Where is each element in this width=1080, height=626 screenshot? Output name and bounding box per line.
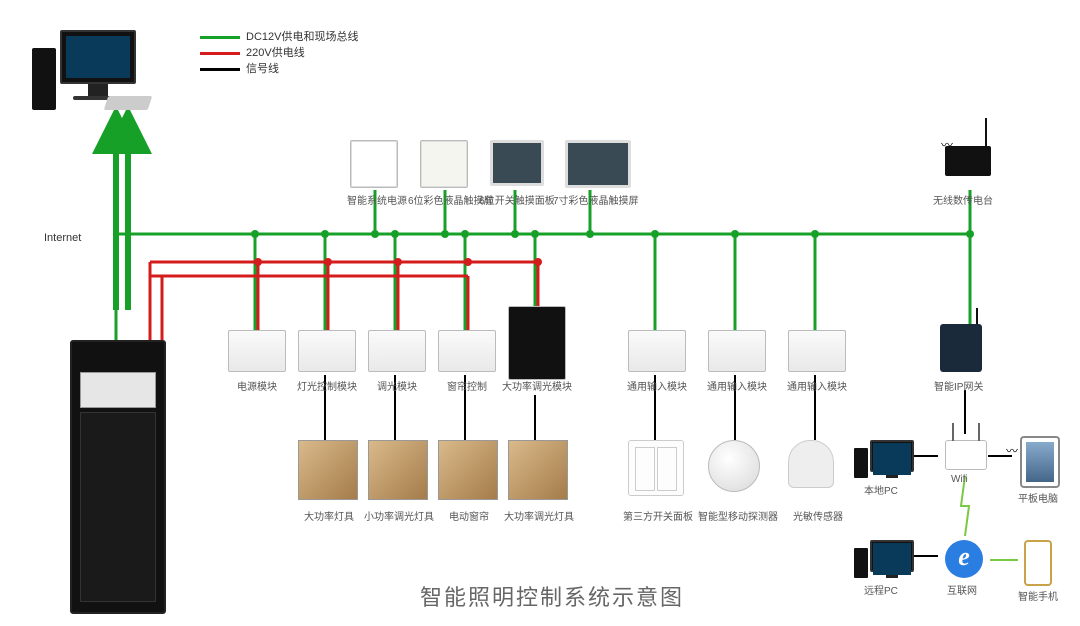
fixture-photo	[438, 440, 498, 500]
module-label: 大功率调光模块	[500, 378, 574, 393]
remote-pc-label: 远程PC	[864, 582, 898, 597]
top-device	[350, 140, 398, 188]
input-device	[628, 440, 684, 496]
wifi-label: Wifi	[951, 474, 968, 485]
module-label: 灯光控制模块	[290, 378, 364, 393]
ip-gateway-label: 智能IP网关	[934, 378, 983, 393]
internet-label: Internet	[44, 232, 81, 244]
module-label: 窗帘控制	[430, 378, 504, 393]
internet-cluster-label: 互联网	[947, 582, 977, 597]
top-device	[420, 140, 468, 188]
fixture-label: 小功率调光灯具	[362, 508, 436, 523]
control-module	[788, 330, 846, 372]
top-device-label: 6位开关触摸面板	[478, 192, 556, 207]
top-device	[490, 140, 544, 186]
legend-signal-label: 信号线	[246, 63, 279, 75]
fixture-photo	[368, 440, 428, 500]
fixture-label: 大功率灯具	[292, 508, 366, 523]
input-device	[788, 440, 834, 488]
module-label: 调光模块	[360, 378, 434, 393]
legend-row-signal: 信号线	[200, 60, 358, 76]
module-label: 电源模块	[220, 378, 294, 393]
tablet: 〰	[1020, 436, 1060, 488]
tablet-label: 平板电脑	[1018, 490, 1058, 505]
diagram-stage: DC12V供电和现场总线 220V供电线 信号线 Internet 智能系统电源…	[0, 0, 1080, 626]
legend-bus-label: DC12V供电和现场总线	[246, 31, 358, 43]
smartphone	[1024, 540, 1052, 586]
input-device-label: 智能型移动探测器	[698, 508, 778, 523]
smartphone-label: 智能手机	[1018, 588, 1058, 603]
control-module	[628, 330, 686, 372]
fixture-photo	[508, 440, 568, 500]
legend-row-power: 220V供电线	[200, 44, 358, 60]
wifi-router	[945, 440, 987, 470]
control-module	[368, 330, 426, 372]
server-cabinet	[70, 340, 166, 614]
legend: DC12V供电和现场总线 220V供电线 信号线	[200, 28, 358, 76]
host-pc	[60, 30, 136, 100]
fixture-label: 电动窗帘	[432, 508, 506, 523]
module-label: 通用输入模块	[780, 378, 854, 393]
wireless-radio-label: 无线数传电台	[933, 192, 993, 207]
diagram-title: 智能照明控制系统示意图	[420, 580, 684, 612]
top-device-label: 7寸彩色液晶触摸屏	[553, 192, 631, 207]
control-module	[708, 330, 766, 372]
local-pc	[870, 440, 914, 478]
top-device-label: 智能系统电源	[338, 192, 416, 207]
control-module	[228, 330, 286, 372]
input-device	[708, 440, 760, 492]
module-label: 通用输入模块	[700, 378, 774, 393]
legend-row-bus: DC12V供电和现场总线	[200, 28, 358, 44]
input-device-label: 第三方开关面板	[618, 508, 698, 523]
module-label: 通用输入模块	[620, 378, 694, 393]
top-device	[565, 140, 631, 188]
local-pc-label: 本地PC	[864, 482, 898, 497]
control-module	[438, 330, 496, 372]
ip-gateway	[940, 324, 982, 372]
top-device-label: 6位彩色液晶触摸屏	[408, 192, 486, 207]
legend-power-label: 220V供电线	[246, 47, 305, 59]
fixture-photo	[298, 440, 358, 500]
remote-pc	[870, 540, 914, 578]
control-module	[508, 306, 566, 380]
input-device-label: 光敏传感器	[778, 508, 858, 523]
wireless-radio: 〰	[945, 146, 991, 176]
fixture-label: 大功率调光灯具	[502, 508, 576, 523]
internet-icon: e	[945, 540, 983, 578]
control-module	[298, 330, 356, 372]
